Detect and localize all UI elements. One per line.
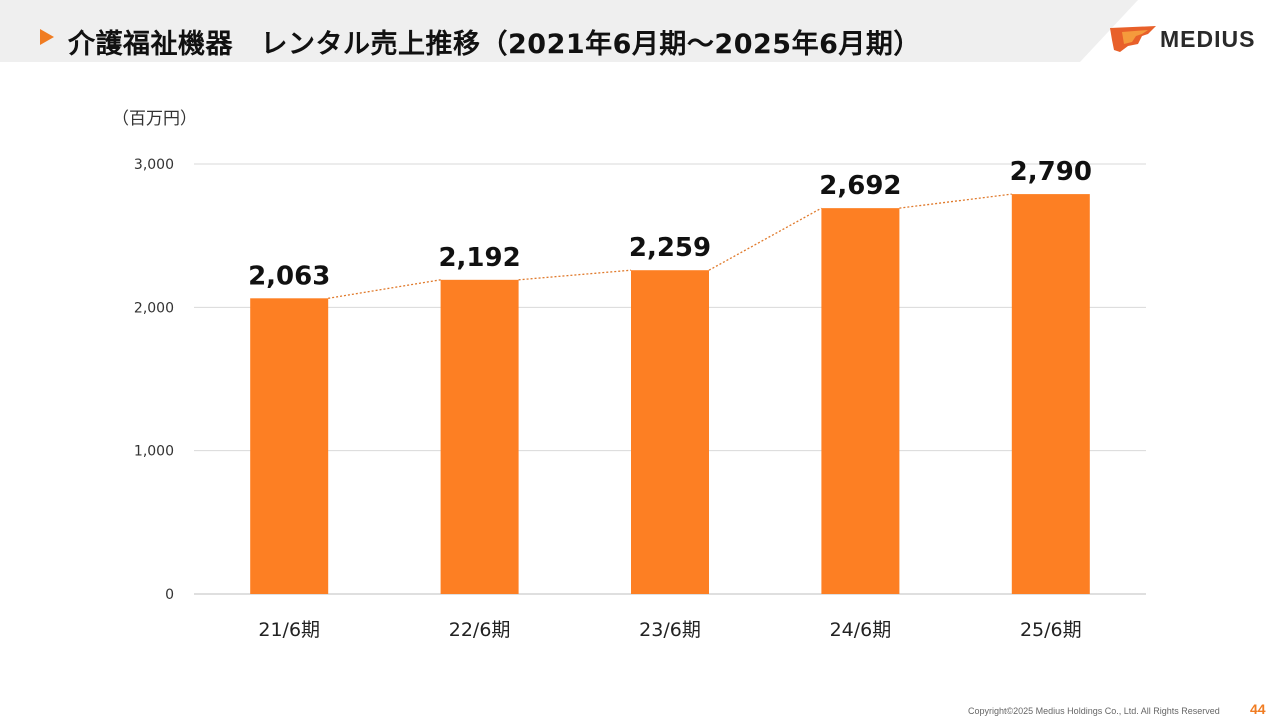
logo-text: MEDIUS [1160,26,1256,52]
data-label: 2,790 [1010,157,1092,187]
page-number: 44 [1250,701,1266,717]
x-tick-label: 24/6期 [830,619,892,641]
data-label: 2,063 [248,261,330,291]
y-tick-label: 1,000 [134,444,174,460]
x-tick-label: 22/6期 [449,619,511,641]
bar [1011,194,1090,594]
y-axis-unit-label: （百万円） [112,109,197,129]
trend-line-segment [708,207,822,271]
y-tick-label: 2,000 [134,300,174,316]
title-band: 介護福祉機器 レンタル売上推移（2021年6月期～2025年6月期） MEDIU… [0,0,1280,62]
page-title: 介護福祉機器 レンタル売上推移（2021年6月期～2025年6月期） [68,29,921,60]
trend-line-segment [518,269,632,281]
bar [631,270,709,594]
data-label: 2,692 [819,171,901,201]
data-label: 2,259 [629,233,711,263]
bar [250,298,329,594]
copyright-text: Copyright©2025 Medius Holdings Co., Ltd.… [968,706,1220,716]
title-band-background [0,0,1138,62]
y-tick-label: 0 [165,587,174,603]
x-tick-label: 21/6期 [258,619,320,641]
play-arrow-icon [40,29,54,45]
x-tick-label: 23/6期 [639,619,701,641]
y-tick-label: 3,000 [134,157,174,173]
trend-line-segment [899,193,1012,209]
bar [821,208,900,594]
x-tick-label: 25/6期 [1020,619,1082,641]
medius-logo-mark-icon [1110,26,1156,52]
data-label: 2,192 [438,243,520,273]
trend-line-segment [328,279,441,299]
bar [440,279,519,594]
